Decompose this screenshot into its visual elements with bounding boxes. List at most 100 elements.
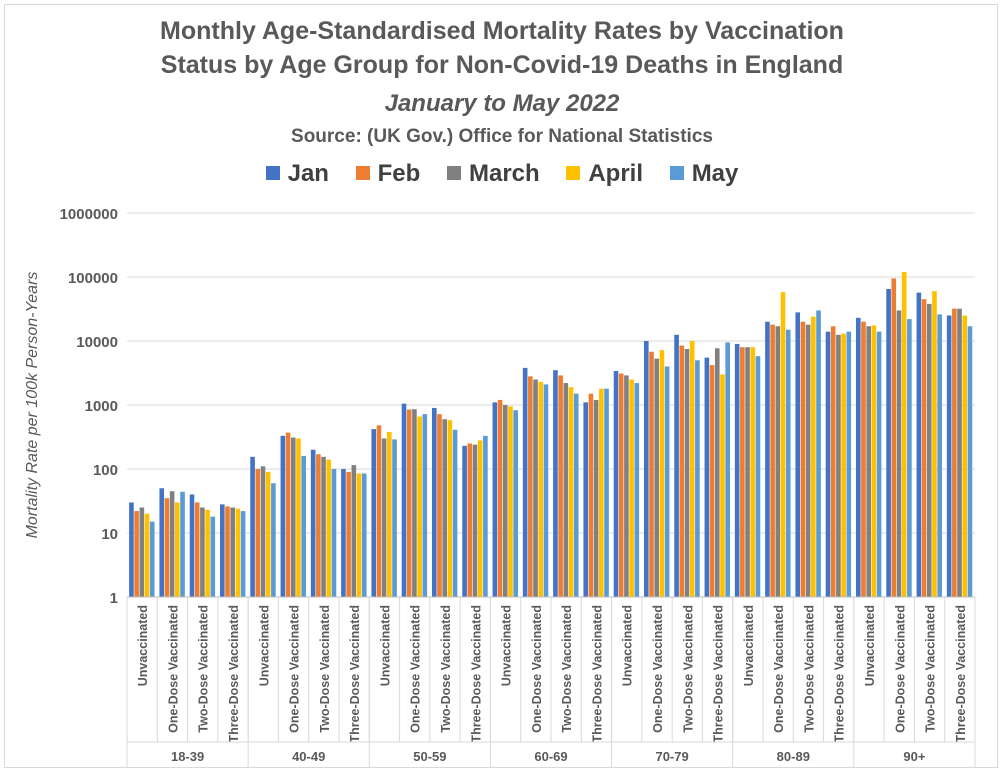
bar — [811, 316, 816, 597]
bar — [351, 465, 357, 597]
bar — [684, 349, 690, 597]
bar — [452, 429, 458, 597]
legend-item-may: May — [669, 160, 738, 188]
bar — [679, 345, 685, 597]
bar — [664, 366, 670, 597]
bar — [836, 334, 841, 597]
group-label: 50-59 — [413, 749, 446, 764]
bar — [220, 504, 225, 597]
legend-swatch-jan — [265, 165, 280, 180]
bar — [290, 437, 296, 597]
bar — [508, 406, 513, 597]
bar — [634, 383, 640, 597]
bar — [129, 502, 134, 597]
bar — [846, 331, 852, 597]
bar — [785, 329, 791, 597]
bar — [472, 444, 478, 597]
bar — [371, 429, 377, 597]
bar — [926, 303, 932, 597]
bar — [946, 315, 952, 597]
category-label: Unvaccinated — [257, 605, 271, 686]
bar — [200, 507, 205, 597]
bar — [528, 376, 533, 597]
category-label: Unvaccinated — [500, 605, 514, 686]
category-label: One-Dose Vaccinated — [772, 605, 786, 733]
category-label: Three-Dose Vaccinated — [954, 605, 968, 743]
bar — [654, 358, 659, 597]
bar — [740, 347, 745, 597]
legend-swatch-march — [446, 165, 461, 180]
bar — [361, 473, 367, 597]
bar — [659, 350, 665, 597]
group-label: 90+ — [903, 749, 925, 764]
bar — [265, 471, 271, 597]
bar — [483, 435, 488, 597]
category-label: One-Dose Vaccinated — [288, 605, 302, 733]
bar — [573, 393, 579, 597]
bar — [714, 348, 720, 597]
bar — [235, 508, 241, 597]
bar — [805, 324, 811, 597]
bar — [593, 399, 599, 597]
bar — [780, 292, 786, 597]
bar — [422, 414, 428, 597]
bar — [588, 393, 594, 597]
bar — [907, 319, 912, 597]
bar — [260, 466, 266, 597]
bar — [674, 334, 679, 597]
bar — [437, 414, 442, 597]
bar — [891, 278, 897, 597]
bar — [770, 324, 775, 597]
bar — [513, 410, 518, 597]
bar — [412, 409, 417, 597]
bar — [538, 381, 544, 597]
bar — [502, 405, 508, 597]
bar — [856, 317, 861, 597]
category-label: Unvaccinated — [621, 605, 635, 686]
bar — [613, 370, 619, 597]
legend-swatch-feb — [355, 165, 370, 180]
category-label: One-Dose Vaccinated — [166, 605, 180, 733]
bar — [194, 502, 200, 597]
bar — [462, 445, 467, 597]
bar — [563, 383, 569, 597]
bar — [189, 494, 195, 597]
bar — [734, 343, 740, 597]
category-label: One-Dose Vaccinated — [893, 605, 907, 733]
category-label: Unvaccinated — [742, 605, 756, 686]
bar — [164, 498, 170, 597]
bar — [871, 325, 877, 597]
bar — [709, 365, 715, 597]
legend-swatch-may — [669, 165, 684, 180]
bar — [866, 326, 871, 597]
category-label: Two-Dose Vaccinated — [197, 605, 211, 733]
bar — [568, 387, 574, 597]
bar — [533, 379, 538, 597]
bar — [175, 502, 180, 597]
bar — [392, 439, 397, 597]
y-tick-label: 10000 — [76, 334, 118, 351]
bar — [765, 321, 770, 597]
bar — [497, 399, 503, 597]
category-label: Unvaccinated — [378, 605, 392, 686]
bar — [467, 443, 473, 597]
bar — [477, 440, 483, 597]
chart-subtitle: January to May 2022 — [384, 90, 620, 117]
bar — [558, 375, 563, 597]
category-label: Unvaccinated — [863, 605, 877, 686]
y-tick-label: 100 — [93, 462, 118, 479]
legend-item-march: March — [446, 160, 540, 188]
group-label: 80-89 — [777, 749, 810, 764]
legend: Jan Feb March April May — [0, 160, 1004, 188]
bar — [326, 459, 332, 597]
category-label: Two-Dose Vaccinated — [439, 605, 453, 733]
bar — [285, 432, 291, 597]
bar — [725, 342, 730, 597]
category-label: Two-Dose Vaccinated — [924, 605, 938, 733]
legend-label-feb: Feb — [377, 160, 421, 187]
bar — [316, 454, 321, 597]
bar — [841, 333, 846, 597]
category-label: Two-Dose Vaccinated — [560, 605, 574, 733]
bar — [830, 326, 836, 597]
